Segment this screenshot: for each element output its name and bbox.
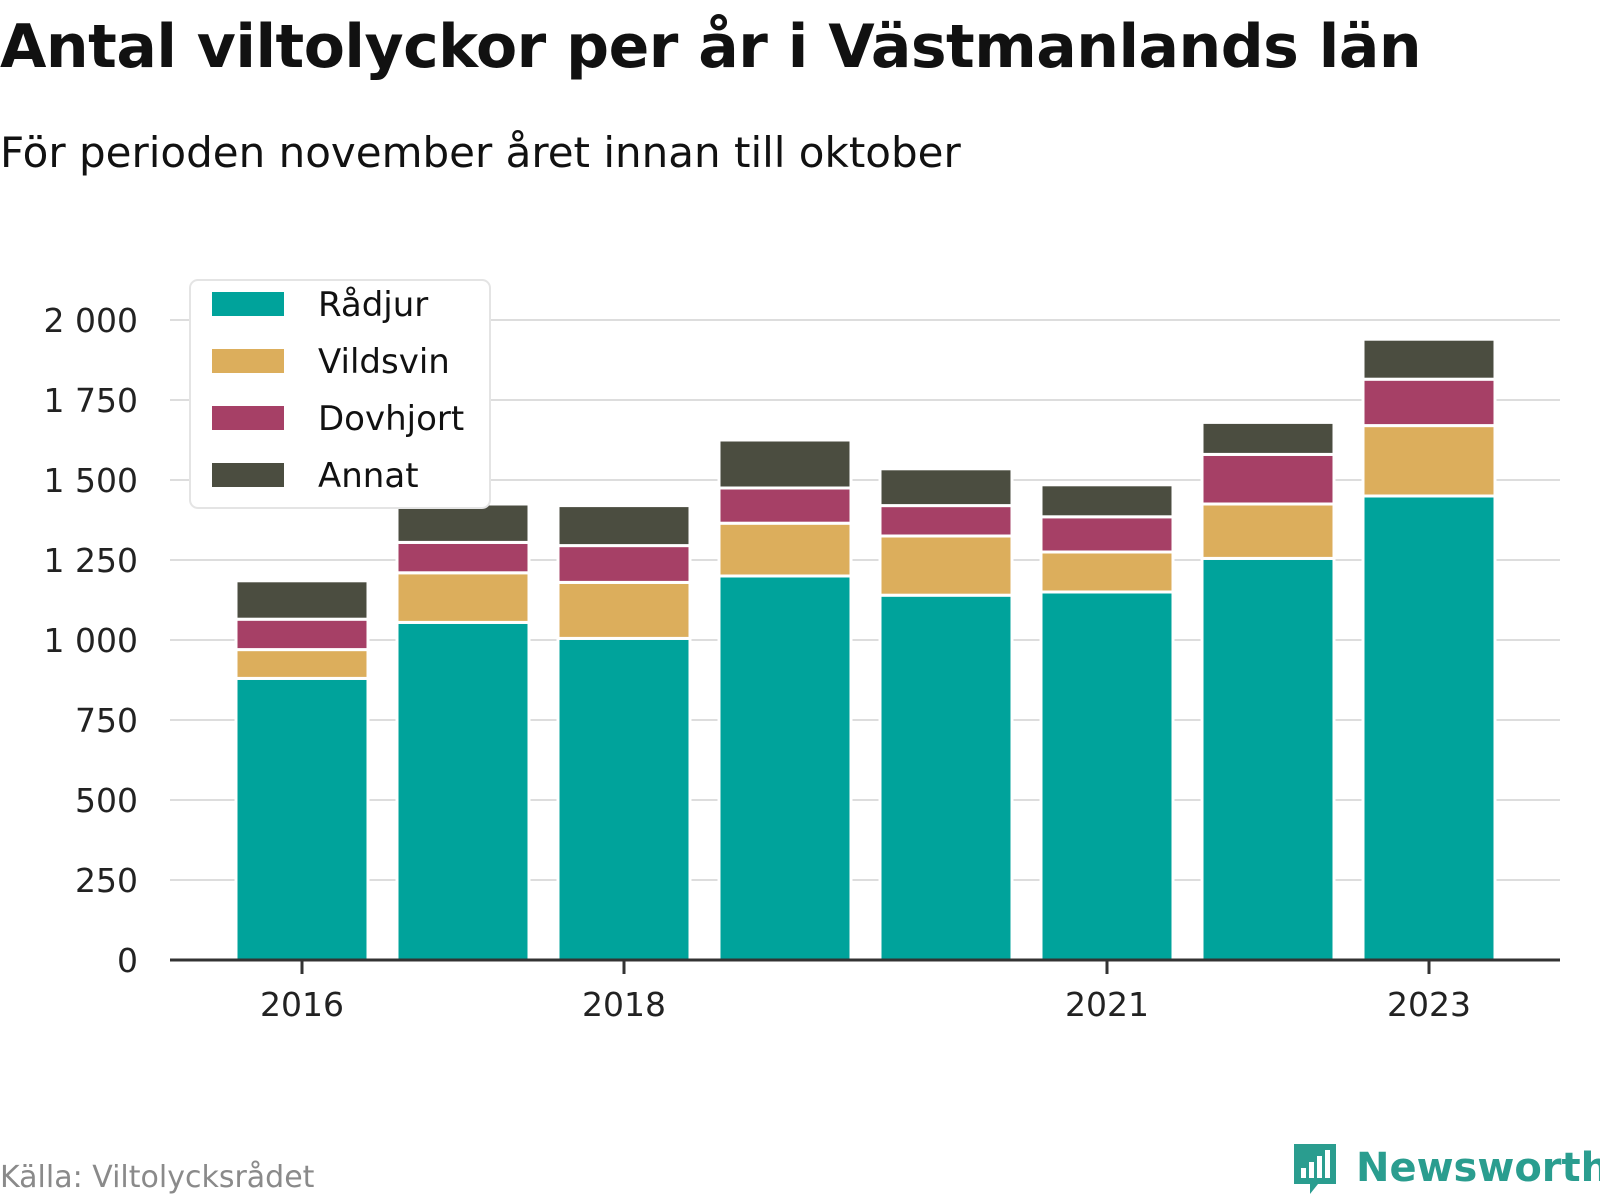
legend-label-dovhjort: Dovhjort bbox=[318, 399, 464, 439]
chart-title: Antal viltolyckor per år i Västmanlands … bbox=[0, 12, 1422, 82]
bar-segment-dovhjort bbox=[878, 504, 1014, 538]
bar-segment-dovhjort bbox=[717, 486, 853, 525]
bar-segment-annat bbox=[717, 438, 853, 490]
y-tick-label: 500 bbox=[75, 781, 138, 820]
bar-segment-annat bbox=[1361, 337, 1497, 381]
x-tick-label: 2018 bbox=[582, 985, 666, 1024]
bar-segment-dovhjort bbox=[1039, 515, 1175, 554]
bar-segment-dovhjort bbox=[556, 544, 692, 584]
y-tick-label: 750 bbox=[75, 701, 138, 740]
bar-segment-vildsvin bbox=[1361, 424, 1497, 498]
bar-segment-rådjur bbox=[1039, 590, 1175, 962]
legend-swatch-annat bbox=[212, 463, 284, 487]
bar-segment-rådjur bbox=[556, 636, 692, 962]
bar-segment-annat bbox=[1200, 420, 1336, 456]
y-tick-label: 1 500 bbox=[44, 461, 138, 500]
bar-segment-dovhjort bbox=[1200, 452, 1336, 506]
legend-swatch-dovhjort bbox=[212, 406, 284, 430]
stacked-bar-chart: 0 250 500 750 1 000 1 250 1 500 1 750 2 000 2016 2… bbox=[44, 279, 1560, 1024]
y-tick-label: 1 250 bbox=[44, 541, 138, 580]
legend-label-vildsvin: Vildsvin bbox=[318, 342, 450, 382]
legend-swatch-rådjur bbox=[212, 292, 284, 316]
bar-segment-vildsvin bbox=[1200, 502, 1336, 560]
bar-segment-annat bbox=[234, 579, 370, 621]
bar-segment-vildsvin bbox=[717, 521, 853, 578]
x-tick-label: 2016 bbox=[260, 985, 344, 1024]
y-tick-label: 250 bbox=[75, 861, 138, 900]
bar-segment-annat bbox=[878, 467, 1014, 508]
y-tick-label: 1 000 bbox=[44, 621, 138, 660]
bar-segment-dovhjort bbox=[234, 617, 370, 652]
bar-segment-rådjur bbox=[1361, 494, 1497, 962]
bar-segment-vildsvin bbox=[1039, 550, 1175, 594]
legend-label-rådjur: Rådjur bbox=[318, 285, 428, 325]
bar-chart-speech-bubble-icon bbox=[1294, 1144, 1336, 1194]
bar-segment-rådjur bbox=[234, 676, 370, 962]
x-tick-label: 2023 bbox=[1387, 985, 1471, 1024]
bar-segment-vildsvin bbox=[878, 534, 1014, 597]
y-tick-label: 0 bbox=[117, 941, 138, 980]
bar-segment-annat bbox=[1039, 483, 1175, 519]
bar-segment-dovhjort bbox=[1361, 377, 1497, 428]
source-note: Källa: Viltolycksrådet bbox=[0, 1160, 315, 1195]
y-tick-label: 1 750 bbox=[44, 381, 138, 420]
bar-segment-annat bbox=[395, 502, 531, 544]
brand-name: Newsworthy bbox=[1356, 1145, 1600, 1191]
legend-swatch-vildsvin bbox=[212, 349, 284, 373]
bar-segment-rådjur bbox=[395, 620, 531, 962]
y-tick-label: 2 000 bbox=[44, 301, 138, 340]
bar-segment-annat bbox=[556, 504, 692, 548]
bar-segment-vildsvin bbox=[234, 648, 370, 680]
legend-label-annat: Annat bbox=[318, 456, 419, 496]
bar-segment-rådjur bbox=[717, 574, 853, 962]
chart-subtitle: För perioden november året innan till ok… bbox=[0, 128, 961, 177]
bar-segment-vildsvin bbox=[395, 571, 531, 624]
bar-segment-vildsvin bbox=[556, 580, 692, 640]
brand-logo: Newsworthy bbox=[1290, 1140, 1600, 1196]
bar-segment-rådjur bbox=[1200, 556, 1336, 962]
x-tick-label: 2021 bbox=[1065, 985, 1149, 1024]
bar-segment-rådjur bbox=[878, 593, 1014, 962]
legend-box bbox=[189, 279, 491, 509]
bar-segment-dovhjort bbox=[395, 540, 531, 575]
